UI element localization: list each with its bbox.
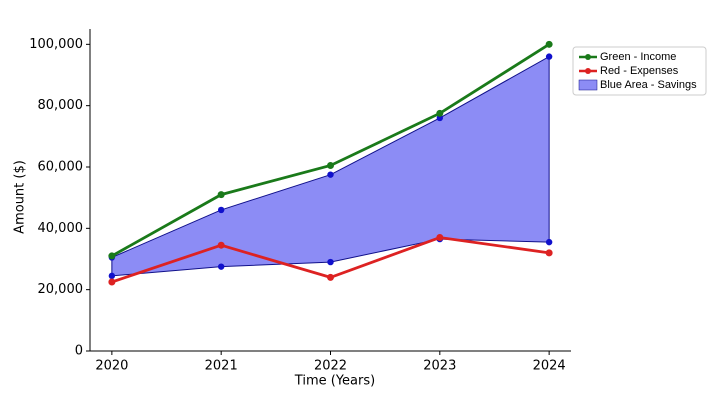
x-tick-label: 2022 <box>314 359 347 374</box>
y-tick-label: 20,000 <box>38 282 84 297</box>
x-axis-title: Time (Years) <box>294 374 375 389</box>
x-tick-label: 2023 <box>423 359 456 374</box>
savings-point <box>217 263 225 270</box>
x-tick-label: 2020 <box>95 359 128 374</box>
y-tick-label: 60,000 <box>38 160 84 175</box>
savings-point <box>217 206 225 214</box>
savings-point <box>108 272 116 280</box>
savings-point <box>327 171 334 178</box>
savings-point <box>327 258 334 266</box>
y-tick-label: 0 <box>75 344 83 359</box>
series-point <box>545 249 553 257</box>
series-point <box>436 109 444 117</box>
legend-label: Green - Income <box>600 51 676 63</box>
x-tick-label: 2021 <box>205 359 238 374</box>
series-point <box>436 234 444 242</box>
legend-dot <box>585 68 591 74</box>
y-axis-title: Amount ($) <box>13 160 28 234</box>
legend-label: Blue Area - Savings <box>600 79 697 91</box>
y-tick-label: 80,000 <box>38 98 84 113</box>
legend-dot <box>585 54 591 60</box>
series-point <box>327 161 334 169</box>
series-point <box>217 241 225 249</box>
series-point <box>327 273 334 281</box>
series-point <box>108 252 116 260</box>
series-point <box>545 40 553 48</box>
legend-label: Red - Expenses <box>600 65 679 77</box>
savings-point <box>545 238 553 246</box>
y-tick-label: 40,000 <box>38 221 84 236</box>
legend-swatch <box>578 79 598 91</box>
series-point <box>108 278 116 286</box>
legend: Green - Income Red - Expenses Blue Area - … <box>572 46 707 96</box>
series-point <box>217 191 225 199</box>
savings-point <box>545 53 553 60</box>
x-tick-label: 2024 <box>533 359 566 374</box>
y-tick-label: 100,000 <box>29 37 83 52</box>
legend-frame <box>572 46 707 96</box>
